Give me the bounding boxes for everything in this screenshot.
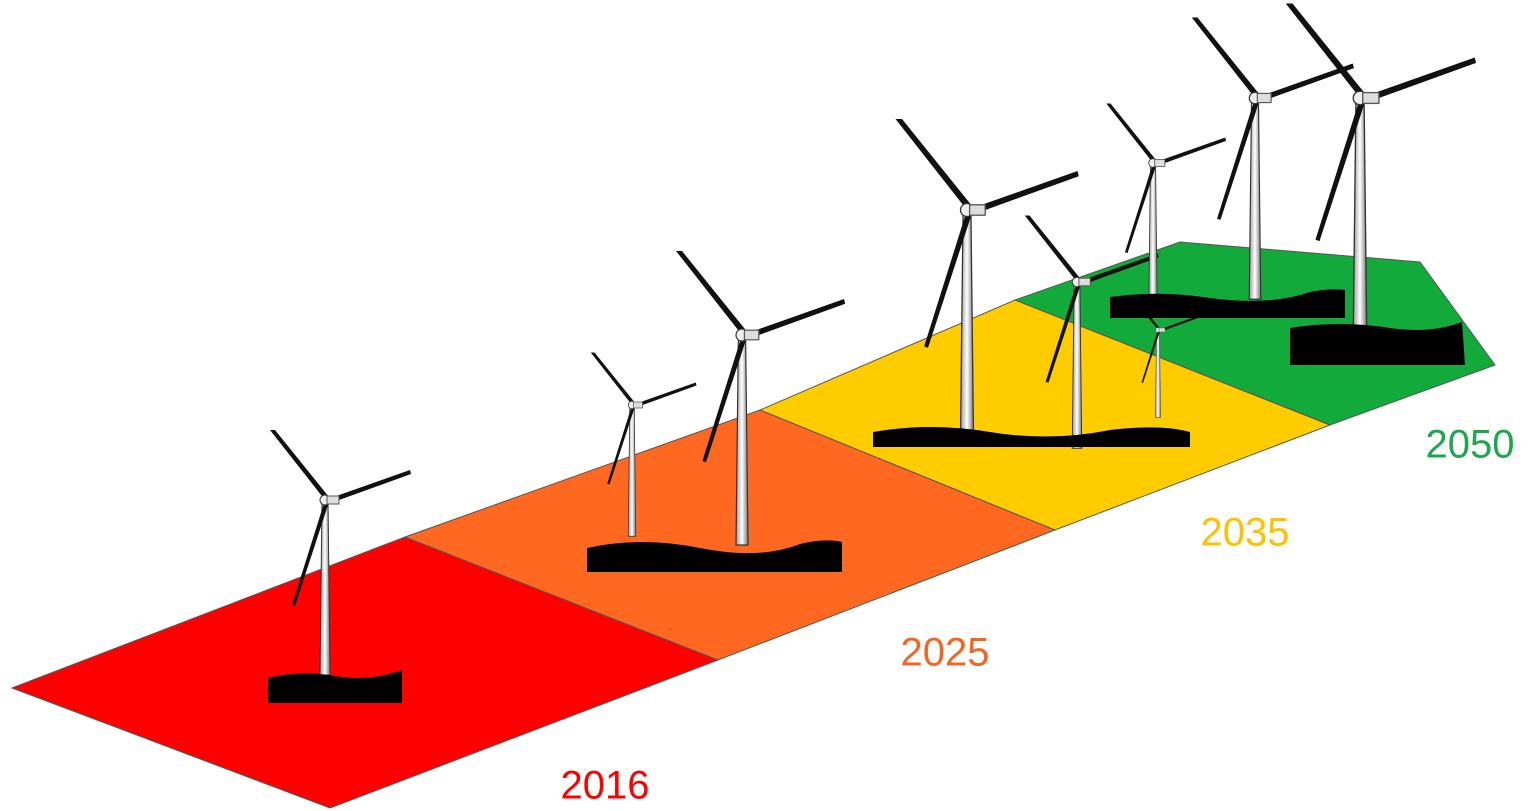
year-label: 2025 [901, 631, 990, 675]
foundation [1290, 322, 1465, 365]
year-label: 2016 [561, 764, 650, 808]
year-label: 2035 [1201, 511, 1290, 555]
page: {"stages": [ {"label": "2016"}, {"label"… [0, 0, 1534, 811]
roadmap-diagram: 2016 2025 2035 2050 [0, 0, 1534, 811]
year-label: 2050 [1426, 423, 1515, 467]
